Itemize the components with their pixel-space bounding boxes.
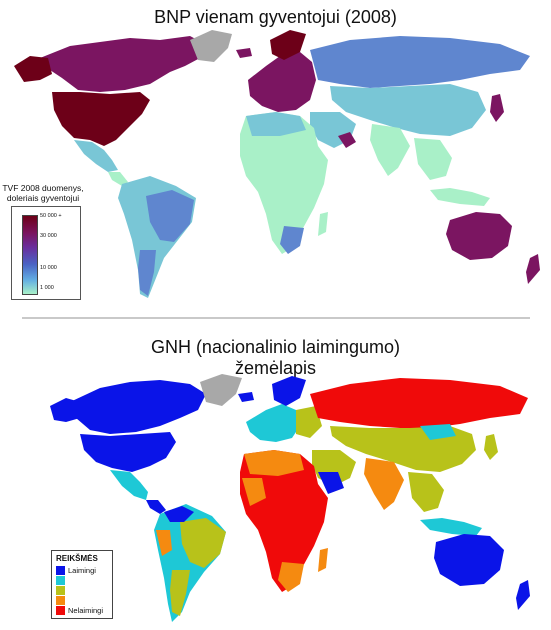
northern-south-america-region — [164, 506, 194, 522]
gdp-map-title: BNP vienam gyventojui (2008) — [154, 7, 397, 27]
gnh-legend: REIKŠMĖS Laimingi Nelaimingi — [51, 550, 113, 619]
gnh-legend-title: REIKŠMĖS — [56, 554, 98, 563]
southern-africa-region — [278, 562, 304, 592]
gdp-tick-50000: 50 000 + — [40, 213, 62, 219]
scandinavia-region — [272, 376, 306, 406]
brazil-region — [146, 190, 194, 242]
iceland-region — [236, 48, 252, 58]
western-south-america-region — [156, 530, 172, 556]
gnh-map-title-line2: žemėlapis — [234, 358, 317, 378]
mexico-region — [110, 470, 148, 500]
gdp-legend-title: TVF 2008 duomenys, doleriais gyventojui — [2, 183, 84, 203]
legend-swatch-unhappy — [56, 606, 65, 615]
gdp-color-scale — [22, 215, 38, 295]
central-asia-region — [330, 84, 486, 136]
africa-region — [240, 112, 328, 254]
gnh-map-title-line1: GNH (nacionalinio laimingumo) — [150, 337, 401, 357]
south-asia-region — [370, 124, 410, 176]
gdp-legend: 50 000 + 30 000 10 000 1 000 — [11, 206, 81, 300]
north-africa-region — [244, 450, 304, 476]
eastern-europe-region — [296, 406, 322, 438]
canada-region — [70, 380, 206, 434]
legend-swatch-fairly-happy — [56, 576, 65, 585]
new-zealand-region — [516, 580, 530, 610]
legend-label-unhappy: Nelaimingi — [68, 606, 104, 615]
australia-region — [446, 212, 512, 260]
gulf-region — [338, 132, 356, 148]
madagascar-region — [318, 548, 328, 572]
mexico-region — [74, 140, 118, 172]
central-america-region — [108, 172, 128, 186]
legend-label-happy: Laimingi — [68, 566, 96, 575]
alaska-region — [50, 398, 80, 422]
argentina-region — [138, 250, 156, 296]
new-zealand-region — [526, 254, 540, 284]
central-america-region — [146, 500, 166, 514]
russia-region — [310, 36, 530, 88]
legend-swatch-neutral — [56, 586, 65, 595]
russia-region — [310, 378, 528, 428]
southeast-asia-region — [414, 138, 452, 180]
panel-divider — [22, 317, 530, 319]
legend-swatch-happy — [56, 566, 65, 575]
japan-region — [490, 94, 504, 122]
brazil-region — [180, 518, 226, 568]
gnh-map-panel: GNH (nacionalinio laimingumo) žemėlapis — [0, 322, 551, 630]
japan-region — [484, 434, 498, 460]
madagascar-region — [318, 212, 328, 236]
usa-region — [80, 432, 176, 472]
usa-region — [52, 92, 150, 146]
gdp-world-map — [14, 30, 540, 298]
southeast-asia-region — [408, 472, 444, 512]
legend-swatch-fairly-unhappy — [56, 596, 65, 605]
gdp-map-panel: BNP vienam gyventojui (2008) — [0, 0, 551, 312]
indonesia-region — [420, 518, 482, 536]
southern-africa-region — [280, 226, 304, 254]
alaska-region — [14, 56, 52, 82]
south-asia-region — [364, 458, 404, 510]
iceland-region — [238, 392, 254, 402]
mongolia-region — [420, 424, 456, 440]
europe-region — [248, 52, 316, 112]
scandinavia-region — [270, 30, 306, 60]
north-africa-region — [246, 112, 306, 136]
indonesia-region — [430, 188, 490, 206]
greenland-region — [190, 30, 232, 62]
canada-region — [40, 36, 205, 92]
western-europe-region — [246, 404, 300, 442]
gdp-tick-10000: 10 000 — [40, 265, 57, 271]
arabia-region — [318, 472, 344, 494]
gnh-world-map — [50, 374, 530, 622]
greenland-region — [200, 374, 242, 406]
argentina-region — [170, 570, 190, 616]
gdp-tick-1000: 1 000 — [40, 285, 54, 291]
australia-region — [434, 534, 504, 586]
gdp-tick-30000: 30 000 — [40, 233, 57, 239]
west-africa-region — [242, 478, 266, 506]
